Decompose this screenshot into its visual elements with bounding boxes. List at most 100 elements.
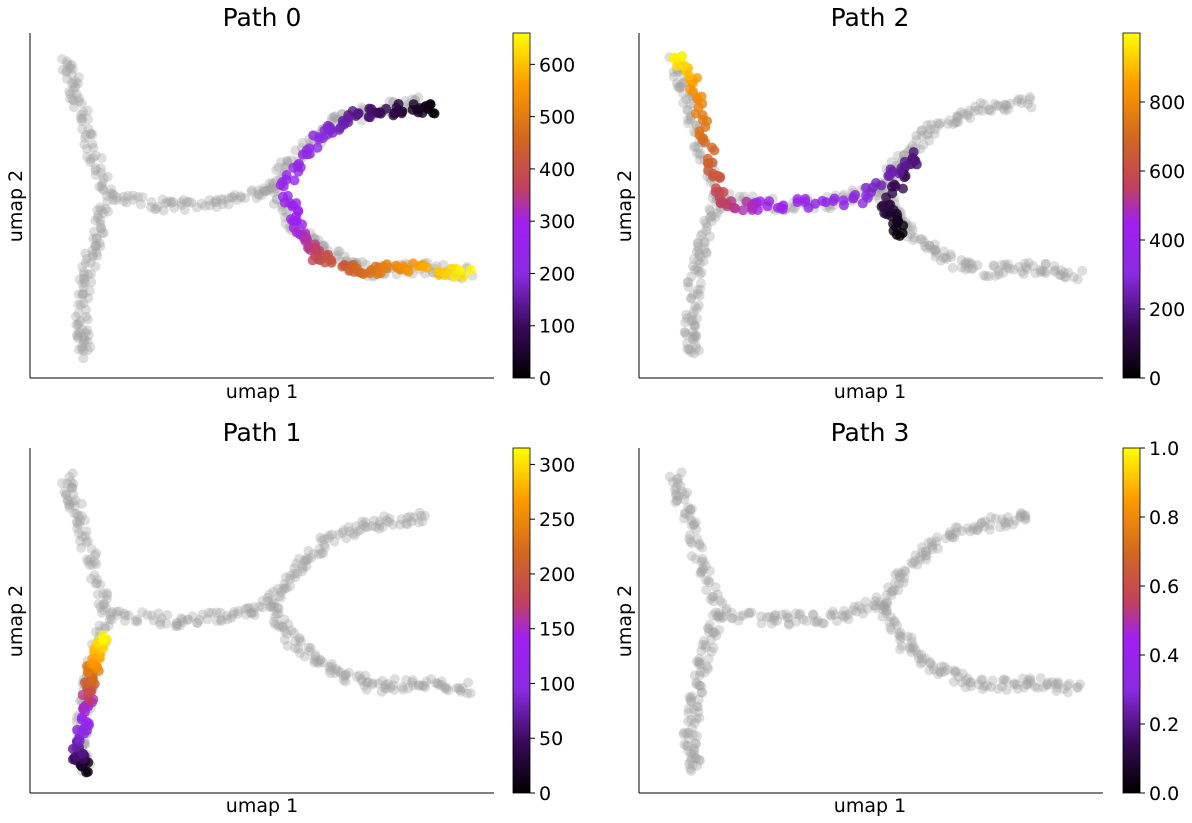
cell-point-background xyxy=(78,337,89,348)
cell-point-background xyxy=(782,612,793,623)
cell-point-background xyxy=(76,498,87,509)
cell-point-background xyxy=(68,95,79,106)
cell-point-background xyxy=(704,627,715,638)
cell-point-background xyxy=(879,601,890,612)
cell-point-background xyxy=(363,677,374,688)
cell-point-background xyxy=(693,265,704,276)
cell-point-highlighted xyxy=(421,262,432,273)
cell-point-background xyxy=(746,607,757,618)
cell-point-background xyxy=(70,76,81,87)
cell-point-background xyxy=(733,615,744,626)
cell-point-highlighted xyxy=(298,149,309,160)
cell-point-background xyxy=(400,518,411,529)
cell-point-background xyxy=(934,666,945,677)
cell-point-background xyxy=(284,581,295,592)
cell-point-background xyxy=(682,344,693,355)
cell-point-background xyxy=(80,334,91,345)
cell-point-background xyxy=(683,281,694,292)
cell-point-background xyxy=(906,557,917,568)
cell-point-background xyxy=(95,602,106,613)
cell-point-background xyxy=(893,585,904,596)
cell-point-background xyxy=(929,245,940,256)
cell-point-background xyxy=(676,78,687,89)
cell-point-background xyxy=(777,609,788,620)
cell-point-background xyxy=(899,573,910,584)
cell-point-background xyxy=(911,135,922,146)
y-axis-label: umap 2 xyxy=(5,170,27,242)
cell-point-background xyxy=(708,627,719,638)
cell-point-background xyxy=(880,598,891,609)
cell-point-background xyxy=(944,115,955,126)
cell-point-background xyxy=(906,632,917,643)
cell-point-background xyxy=(682,277,693,288)
cell-point-background xyxy=(96,167,107,178)
cell-point-background xyxy=(297,137,308,148)
cell-point-background xyxy=(382,678,393,689)
cell-point-background xyxy=(94,181,105,192)
cell-point-background xyxy=(73,289,84,300)
cell-point-background xyxy=(998,675,1009,686)
cell-point-background xyxy=(966,681,977,692)
cell-point-background xyxy=(916,542,927,553)
cell-point-background xyxy=(75,328,86,339)
cell-point-background xyxy=(361,677,372,688)
cell-point-background xyxy=(689,670,700,681)
cell-point-background xyxy=(1017,509,1028,520)
cell-point-background xyxy=(96,153,107,164)
cell-point-background xyxy=(879,602,890,613)
cell-point-background xyxy=(664,471,675,482)
cell-point-background xyxy=(343,667,354,678)
colorbar-tick-label: 100 xyxy=(539,673,575,695)
cell-point-background xyxy=(291,558,302,569)
cell-point-background xyxy=(439,682,450,693)
cell-point-background xyxy=(694,258,705,269)
cell-point-background xyxy=(174,620,185,631)
cell-point-background xyxy=(708,642,719,653)
cell-point-background xyxy=(667,476,678,487)
cell-point-background xyxy=(920,550,931,561)
cell-point-background xyxy=(293,553,304,564)
cell-point-background xyxy=(338,671,349,682)
cell-point-background xyxy=(102,196,113,207)
cell-point-background xyxy=(265,601,276,612)
cell-point-background xyxy=(318,548,329,559)
cell-point-background xyxy=(673,477,684,488)
cell-point-background xyxy=(88,152,99,163)
cell-point-background xyxy=(686,753,697,764)
cell-point-background xyxy=(668,71,679,82)
colorbar-tick-label: 800 xyxy=(1149,92,1185,114)
cell-point-background xyxy=(87,559,98,570)
cell-point-background xyxy=(721,603,732,614)
cell-point-background xyxy=(683,502,694,513)
cell-point-background xyxy=(76,116,87,127)
cell-point-background xyxy=(670,497,681,508)
cell-point-background xyxy=(691,656,702,667)
colorbar-tick-label: 1.0 xyxy=(1149,438,1179,460)
cell-point-background xyxy=(871,592,882,603)
cell-point-background xyxy=(69,508,80,519)
cell-point-background xyxy=(300,555,311,566)
colorbar-tick-label: 0.2 xyxy=(1149,714,1179,736)
cell-point-background xyxy=(916,649,927,660)
cell-point-background xyxy=(85,129,96,140)
cell-point-background xyxy=(279,625,290,636)
cell-point-background xyxy=(271,608,282,619)
cell-point-background xyxy=(689,746,700,757)
cell-point-background xyxy=(232,194,243,205)
cell-point-background xyxy=(98,173,109,184)
cell-point-background xyxy=(694,680,705,691)
cell-point-background xyxy=(92,574,103,585)
cell-point-background xyxy=(228,609,239,620)
cell-point-background xyxy=(1025,673,1036,684)
cell-point-background xyxy=(840,610,851,621)
cell-point-background xyxy=(402,519,413,530)
cell-point-background xyxy=(692,760,703,771)
cell-point-background xyxy=(681,740,692,751)
cell-point-background xyxy=(686,293,697,304)
cell-point-background xyxy=(699,243,710,254)
cell-point-background xyxy=(366,520,377,531)
cell-point-background xyxy=(303,642,314,653)
cell-point-highlighted xyxy=(364,103,375,114)
cell-point-background xyxy=(403,683,414,694)
cell-point-background xyxy=(702,661,713,672)
